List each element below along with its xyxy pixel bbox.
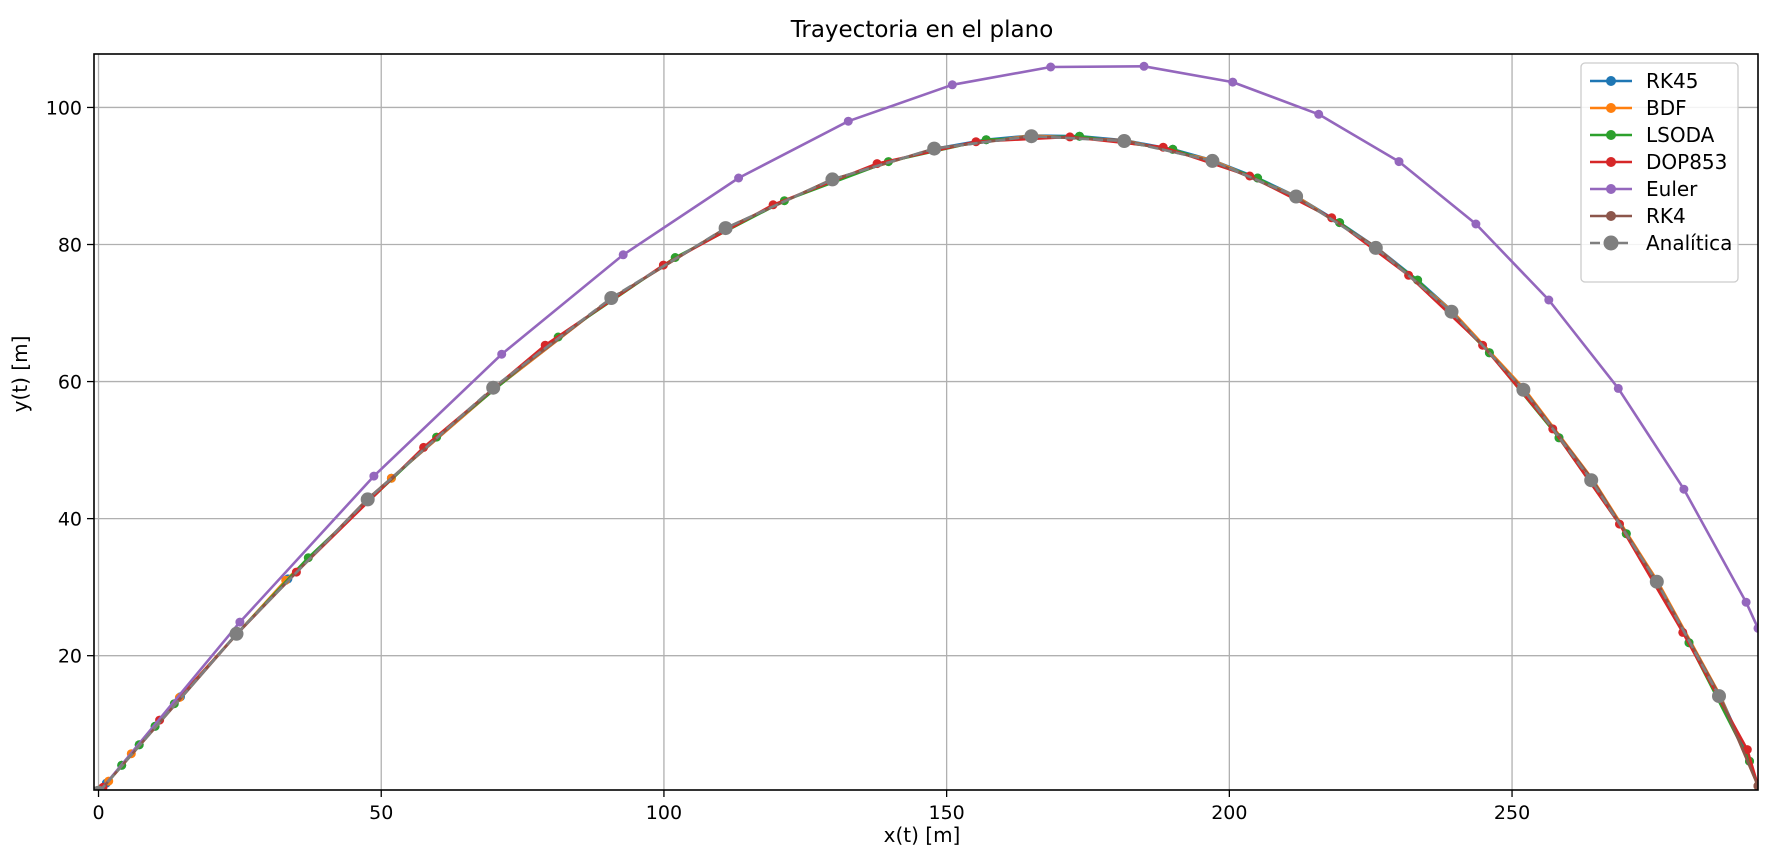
y-tick-label: 40 — [58, 509, 82, 531]
legend-box — [1580, 62, 1739, 283]
data-point-anal-tica — [604, 291, 619, 305]
legend-label-dop853: DOP853 — [1646, 150, 1727, 174]
data-point-anal-tica — [1368, 240, 1383, 255]
data-point-euler — [1314, 109, 1324, 119]
data-point-anal-tica — [1444, 304, 1459, 319]
legend-marker-lsoda — [1606, 130, 1616, 140]
data-point-euler — [947, 80, 957, 90]
legend-marker-rk4 — [1606, 211, 1616, 221]
y-tick-label: 60 — [58, 372, 82, 394]
legend-marker-rk45 — [1606, 76, 1616, 86]
legend: RK45 BDF LSODA DOP853 Euler RK4 Analítica — [1580, 62, 1739, 283]
data-point-anal-tica — [1289, 189, 1304, 204]
y-tick-label: 20 — [58, 646, 82, 668]
grid-lines — [94, 54, 1758, 790]
data-point-anal-tica — [360, 492, 375, 507]
data-point-euler — [843, 116, 853, 126]
x-tick-label: 100 — [646, 802, 682, 824]
x-tick-label: 0 — [92, 802, 104, 824]
y-tick-label: 100 — [46, 97, 82, 119]
data-point-anal-tica — [1649, 574, 1664, 589]
data-point-euler — [1741, 597, 1751, 607]
data-point-euler — [1544, 295, 1554, 305]
data-point-anal-tica — [1516, 382, 1531, 397]
data-point-euler — [1613, 383, 1623, 393]
data-point-euler — [734, 173, 744, 183]
series-line-anal-tica — [99, 134, 1721, 790]
legend-marker-euler — [1606, 184, 1616, 194]
data-point-dop853 — [1742, 745, 1752, 755]
data-point-anal-tica — [825, 172, 840, 187]
data-point-euler — [1471, 219, 1481, 229]
data-point-anal-tica — [229, 626, 244, 641]
data-point-anal-tica — [1584, 473, 1599, 488]
series-layer — [94, 61, 1758, 790]
data-point-anal-tica — [1712, 689, 1726, 704]
x-tick-label: 250 — [1494, 802, 1530, 824]
data-point-anal-tica — [1117, 134, 1132, 148]
data-point-rk4 — [1753, 781, 1758, 790]
axes-frame — [93, 53, 1759, 791]
legend-label-anal-tica: Analítica — [1646, 231, 1732, 255]
legend-marker-bdf — [1606, 103, 1616, 113]
data-point-anal-tica — [94, 785, 105, 790]
data-point-dop853 — [419, 442, 429, 452]
data-point-anal-tica — [1024, 129, 1039, 144]
data-point-euler — [1228, 77, 1238, 87]
data-point-anal-tica — [718, 221, 733, 236]
legend-marker-anal-tica — [1603, 235, 1619, 251]
data-point-euler — [235, 617, 245, 627]
y-axis-label: y(t) [m] — [8, 336, 32, 413]
data-point-euler — [1753, 623, 1758, 633]
data-point-anal-tica — [486, 380, 501, 395]
data-point-euler — [618, 250, 628, 260]
legend-label-rk45: RK45 — [1646, 69, 1698, 93]
x-tick-label: 150 — [929, 802, 965, 824]
data-point-anal-tica — [1205, 153, 1220, 168]
legend-label-rk4: RK4 — [1646, 204, 1686, 228]
series-euler — [94, 61, 1758, 790]
data-point-euler — [1046, 62, 1056, 72]
series-anal-tica — [94, 129, 1726, 790]
data-point-euler — [369, 471, 379, 481]
legend-marker-dop853 — [1606, 157, 1616, 167]
x-tick-label: 200 — [1211, 802, 1247, 824]
legend-label-euler: Euler — [1646, 177, 1698, 201]
legend-label-lsoda: LSODA — [1646, 123, 1715, 147]
chart-title: Trayectoria en el plano — [790, 17, 1054, 43]
axis-ticks: 0 50 100 150 200 250 20 40 60 80 100 — [46, 97, 1530, 824]
x-tick-label: 50 — [369, 802, 393, 824]
data-point-euler — [1139, 61, 1149, 71]
x-axis-label: x(t) [m] — [884, 823, 961, 847]
legend-label-bdf: BDF — [1646, 96, 1687, 120]
data-point-anal-tica — [927, 141, 942, 156]
data-point-euler — [497, 349, 507, 359]
data-point-euler — [1394, 157, 1404, 167]
y-tick-label: 80 — [58, 235, 82, 257]
data-point-euler — [1679, 484, 1689, 494]
